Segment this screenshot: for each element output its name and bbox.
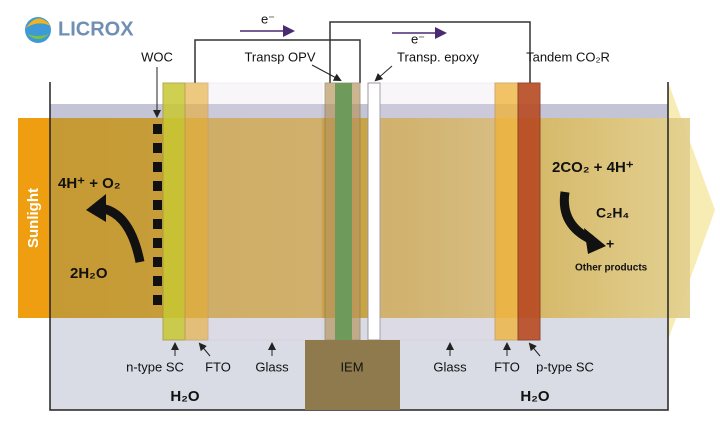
fto-layer: [494, 82, 519, 341]
pointer: [311, 64, 342, 81]
woc: [153, 124, 162, 305]
logo-text: LICROX: [58, 18, 134, 40]
sunlight-source: [18, 118, 50, 318]
iem: [305, 340, 400, 410]
water-label: H₂O: [520, 388, 549, 405]
label: Tandem CO₂R: [526, 49, 610, 64]
pointer: [374, 65, 393, 82]
label: FTO: [494, 359, 520, 374]
epoxy-layer: [367, 82, 381, 341]
wire: [194, 39, 361, 83]
reaction-text: 4H⁺ + O₂: [58, 175, 121, 192]
reaction-text: C₂H₄: [596, 205, 629, 221]
reaction-text: +: [606, 236, 614, 252]
reaction-text: Other products: [575, 263, 648, 274]
sunlight-label: Sunlight: [25, 188, 42, 248]
n-type-sc: [162, 82, 186, 341]
label: n-type SC: [126, 359, 184, 374]
glass-layer: [379, 82, 496, 341]
water-label: H₂O: [170, 388, 199, 405]
reaction-arrow-head: [584, 228, 606, 254]
label: Transp. epoxy: [397, 49, 479, 64]
label: IEM: [340, 359, 363, 374]
fto-layer: [184, 82, 209, 341]
p-type-sc: [517, 82, 541, 341]
label: Transp OPV: [244, 49, 315, 64]
label: FTO: [205, 359, 231, 374]
reaction-text: 2H₂O: [70, 265, 108, 282]
reaction-text: 2CO₂ + 4H⁺: [552, 159, 634, 176]
pointers: [171, 342, 541, 357]
label: WOC: [141, 49, 173, 64]
electron-label: e⁻: [411, 31, 425, 46]
opv-active: [335, 83, 352, 340]
label: Glass: [255, 359, 289, 374]
logo: LICROX: [25, 17, 134, 43]
label: p-type SC: [536, 359, 594, 374]
electron-label: e⁻: [261, 11, 275, 26]
glass-layer: [207, 82, 323, 341]
label: Glass: [433, 359, 467, 374]
reaction-arrow-head: [86, 194, 106, 222]
wire: [329, 21, 531, 83]
